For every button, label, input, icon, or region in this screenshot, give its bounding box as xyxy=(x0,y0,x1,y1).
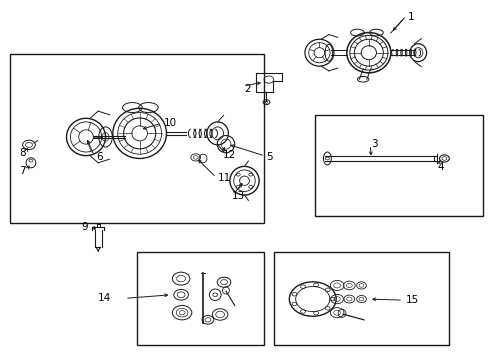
Text: 1: 1 xyxy=(407,12,414,22)
Text: 3: 3 xyxy=(370,139,377,149)
Text: 13: 13 xyxy=(232,191,245,201)
Text: 7: 7 xyxy=(19,166,26,176)
Text: 14: 14 xyxy=(98,293,111,303)
Text: 11: 11 xyxy=(217,173,230,183)
Text: 15: 15 xyxy=(405,295,418,305)
Bar xyxy=(273,252,448,345)
Bar xyxy=(10,54,264,223)
Text: 6: 6 xyxy=(96,152,102,162)
Bar xyxy=(137,252,264,345)
Bar xyxy=(315,116,483,216)
Text: 12: 12 xyxy=(222,150,235,160)
Text: 9: 9 xyxy=(81,222,87,231)
Text: 2: 2 xyxy=(244,84,251,94)
Text: 10: 10 xyxy=(163,118,177,128)
Text: 5: 5 xyxy=(266,152,272,162)
Text: 8: 8 xyxy=(19,148,26,158)
Text: 4: 4 xyxy=(436,162,443,172)
